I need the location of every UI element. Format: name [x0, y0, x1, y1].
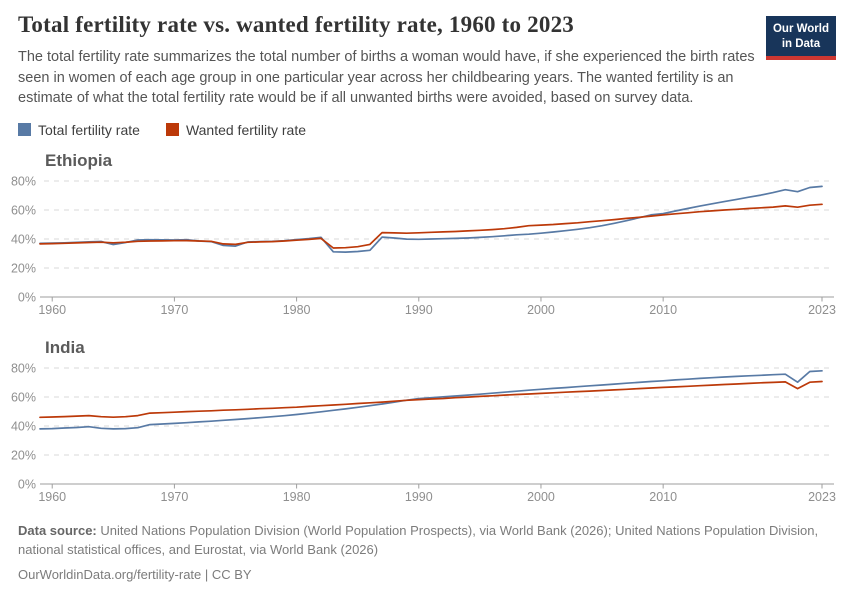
y-axis-tick-label: 80% — [11, 175, 36, 189]
chart-title-india: India — [45, 337, 85, 357]
y-axis-tick-label: 60% — [11, 203, 36, 217]
owid-logo-line2: in Data — [781, 37, 821, 50]
legend: Total fertility rate Wanted fertility ra… — [18, 122, 832, 138]
footer: Data source: United Nations Population D… — [18, 522, 832, 586]
page-title: Total fertility rate vs. wanted fertilit… — [18, 12, 574, 37]
legend-swatch-total-icon — [18, 123, 31, 137]
legend-swatch-wanted-icon — [165, 123, 179, 137]
x-axis-tick-label: 2023 — [808, 490, 836, 504]
series-line-total-fertility-rate — [39, 185, 823, 253]
x-axis-tick-label: 2000 — [527, 490, 555, 504]
footer-link[interactable]: OurWorldinData.org/fertility-rate | CC B… — [18, 567, 252, 583]
y-axis-tick-label: 40% — [11, 419, 36, 433]
chart-subtitle: The total fertility rate summarizes the … — [18, 49, 755, 107]
x-axis-tick-label: 1960 — [38, 490, 66, 504]
y-axis-tick-label: 40% — [11, 232, 36, 246]
chart-header: Total fertility rate vs. wanted fertilit… — [0, 0, 850, 138]
data-source-text: United Nations Population Division (Worl… — [18, 522, 819, 557]
legend-item-total-fertility: Total fertility rate — [18, 122, 140, 138]
series-line-wanted-fertility-rate — [39, 380, 823, 418]
series-line-total-fertility-rate — [39, 369, 823, 430]
x-axis-tick-label: 2010 — [649, 490, 677, 504]
series-line-wanted-fertility-rate — [39, 203, 823, 249]
data-source-label: Data source: — [18, 522, 97, 538]
x-axis-tick-label: 1980 — [283, 303, 311, 317]
line-chart-ethiopia: 0% 20% 40% 60% 80% 1960 1970 1980 1990 2000 2010 20… — [11, 175, 836, 317]
line-chart-india: 0% 20% 40% 60% 80% 1960 1970 1980 1990 2000 2010 20… — [11, 362, 836, 504]
x-axis-tick-label: 2000 — [527, 303, 555, 317]
legend-label-wanted: Wanted fertility rate — [185, 121, 307, 138]
x-axis-tick-label: 1970 — [161, 303, 189, 317]
owid-logo-line1: Our World — [772, 23, 829, 35]
legend-label-total: Total fertility rate — [38, 121, 140, 138]
x-axis-tick-label: 1960 — [38, 303, 66, 317]
y-axis-tick-label: 20% — [11, 448, 36, 462]
x-axis-tick-label: 1980 — [283, 490, 311, 504]
y-axis-tick-label: 80% — [11, 362, 36, 376]
legend-item-wanted-fertility: Wanted fertility rate — [165, 121, 307, 138]
y-axis-tick-label: 0% — [18, 290, 36, 304]
x-axis-tick-label: 1970 — [161, 490, 189, 504]
chart-panel-ethiopia: Ethiopia 0% 20% 40% 60% 80% 1960 1970 1980 1990 2… — [0, 151, 850, 325]
y-axis-tick-label: 0% — [18, 477, 36, 491]
x-axis-tick-label: 2010 — [649, 303, 677, 317]
data-source-line: Data source: United Nations Population D… — [18, 522, 832, 560]
chart-panel-india: India 0% 20% 40% 60% 80% 1960 1970 1980 1990 2000… — [0, 338, 850, 512]
owid-logo[interactable]: Our World in Data — [765, 16, 836, 61]
chart-title-ethiopia: Ethiopia — [45, 150, 113, 170]
y-axis-tick-label: 60% — [11, 390, 36, 404]
x-axis-tick-label: 1990 — [405, 490, 433, 504]
x-axis-tick-label: 2023 — [808, 303, 836, 317]
x-axis-tick-label: 1990 — [405, 303, 433, 317]
y-axis-tick-label: 20% — [11, 261, 36, 275]
